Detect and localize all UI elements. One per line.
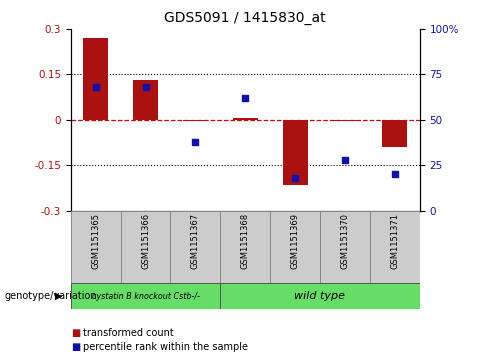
FancyBboxPatch shape (270, 211, 320, 283)
FancyBboxPatch shape (71, 283, 220, 309)
Text: GSM1151367: GSM1151367 (191, 213, 200, 269)
Point (92, 84, 100, 90)
FancyBboxPatch shape (121, 211, 170, 283)
FancyBboxPatch shape (370, 211, 420, 283)
Point (341, 157, 349, 163)
Text: ■: ■ (71, 342, 80, 352)
Bar (382, 120, 407, 147)
FancyBboxPatch shape (220, 283, 420, 309)
FancyBboxPatch shape (170, 211, 220, 283)
Title: GDS5091 / 1415830_at: GDS5091 / 1415830_at (164, 11, 326, 25)
Point (391, 171, 399, 177)
Point (242, 95, 249, 101)
Text: percentile rank within the sample: percentile rank within the sample (83, 342, 248, 352)
Bar (133, 81, 158, 120)
Bar (183, 120, 208, 121)
FancyBboxPatch shape (220, 211, 270, 283)
Bar (83, 38, 108, 120)
Text: ■: ■ (71, 328, 80, 338)
Text: GSM1151371: GSM1151371 (390, 213, 399, 269)
Text: genotype/variation: genotype/variation (5, 291, 98, 301)
Text: GSM1151365: GSM1151365 (91, 213, 100, 269)
Text: transformed count: transformed count (83, 328, 174, 338)
Text: GSM1151370: GSM1151370 (341, 213, 349, 269)
Bar (283, 120, 307, 185)
Bar (332, 120, 357, 121)
Point (291, 175, 299, 181)
Point (191, 139, 199, 144)
Text: GSM1151366: GSM1151366 (141, 213, 150, 269)
FancyBboxPatch shape (71, 211, 121, 283)
Text: GSM1151368: GSM1151368 (241, 213, 250, 269)
FancyBboxPatch shape (320, 211, 370, 283)
Bar (233, 118, 258, 120)
Text: ▶: ▶ (55, 291, 62, 301)
Text: GSM1151369: GSM1151369 (290, 213, 300, 269)
Text: cystatin B knockout Cstb-/-: cystatin B knockout Cstb-/- (92, 292, 200, 301)
Point (142, 84, 149, 90)
Text: wild type: wild type (294, 291, 346, 301)
